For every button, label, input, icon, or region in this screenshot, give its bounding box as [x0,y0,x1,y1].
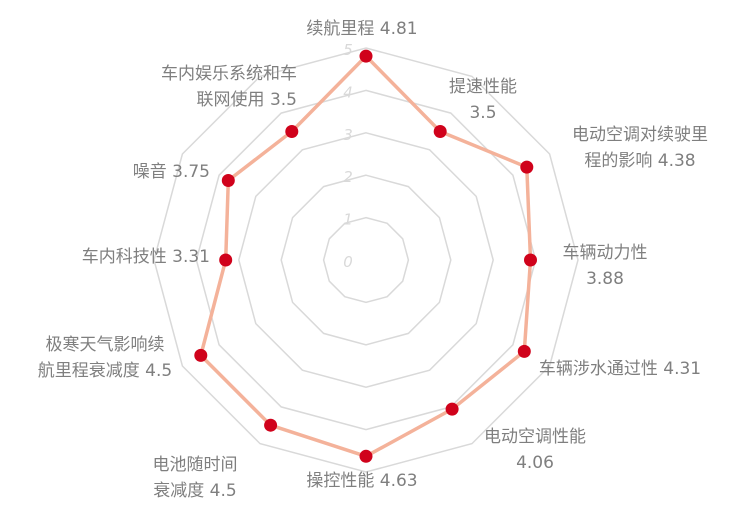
series-layer [194,49,537,463]
data-point [264,418,278,432]
category-labels: 续航里程 4.81 提速性能 3.5 电动空调对续驶里程的影响 4.38 车辆动力性 3.… [38,19,708,501]
radial-tick-labels: 0 1 2 3 4 5 [343,41,353,271]
category-label-line: 3.88 [586,269,624,289]
data-point [359,449,373,463]
data-point [221,174,235,187]
category-label: 提速性能 3.5 [449,77,517,123]
category-label: 电池随时间衰减度 4.5 [153,455,238,501]
tick-label: 2 [343,168,353,186]
data-point [520,160,534,174]
category-label-line: 电动空调性能 [484,427,586,447]
category-label-line: 航里程衰减度 4.5 [38,361,172,381]
category-label-line: 车内娱乐系统和车 [161,64,297,84]
category-label-line: 噪音 3.75 [133,162,210,182]
data-point [517,344,531,358]
category-label: 车辆涉水通过性 4.31 [539,359,701,379]
grid-ring [322,216,410,304]
category-label-line: 电动空调对续驶里 [572,125,708,145]
data-point [285,125,299,138]
grid-ring [280,174,452,346]
category-label: 车辆动力性 3.88 [563,243,648,289]
category-label-line: 3.5 [469,103,496,123]
category-label-line: 车辆涉水通过性 4.31 [539,359,701,379]
category-label-line: 程的影响 4.38 [584,151,695,171]
category-label-line: 衰减度 4.5 [153,481,236,501]
category-label: 电动空调性能 4.06 [484,427,586,473]
category-label: 电动空调对续驶里程的影响 4.38 [572,125,708,171]
data-point [433,125,447,138]
category-label: 续航里程 4.81 [306,19,417,39]
tick-label: 5 [343,41,353,59]
category-label: 极寒天气影响续航里程衰减度 4.5 [38,335,172,381]
category-label: 噪音 3.75 [133,162,210,182]
category-label: 操控性能 4.63 [306,471,417,491]
category-label: 车内娱乐系统和车联网使用 3.5 [161,64,297,110]
category-label-line: 联网使用 3.5 [197,89,297,110]
radar-grid [153,47,579,473]
grid-ring [153,47,579,473]
category-label-line: 车内科技性 3.31 [82,247,210,267]
data-point [194,348,208,362]
category-label: 车内科技性 3.31 [82,247,210,267]
data-point [524,253,537,267]
data-point [445,402,459,416]
category-label-line: 电池随时间 [153,455,238,475]
category-label-line: 续航里程 4.81 [306,19,417,39]
tick-label: 4 [343,83,353,101]
tick-label: 0 [343,253,353,271]
category-label-line: 提速性能 [449,77,517,97]
data-point [219,253,233,267]
grid-ring [238,132,494,388]
category-label-line: 操控性能 4.63 [306,471,417,491]
category-label-line: 极寒天气影响续 [46,335,165,355]
category-label-line: 4.06 [516,453,554,473]
grid-ring [195,89,537,431]
tick-label: 1 [343,211,353,229]
data-point [359,49,373,63]
category-label-line: 车辆动力性 [563,243,648,263]
tick-label: 3 [343,126,353,144]
